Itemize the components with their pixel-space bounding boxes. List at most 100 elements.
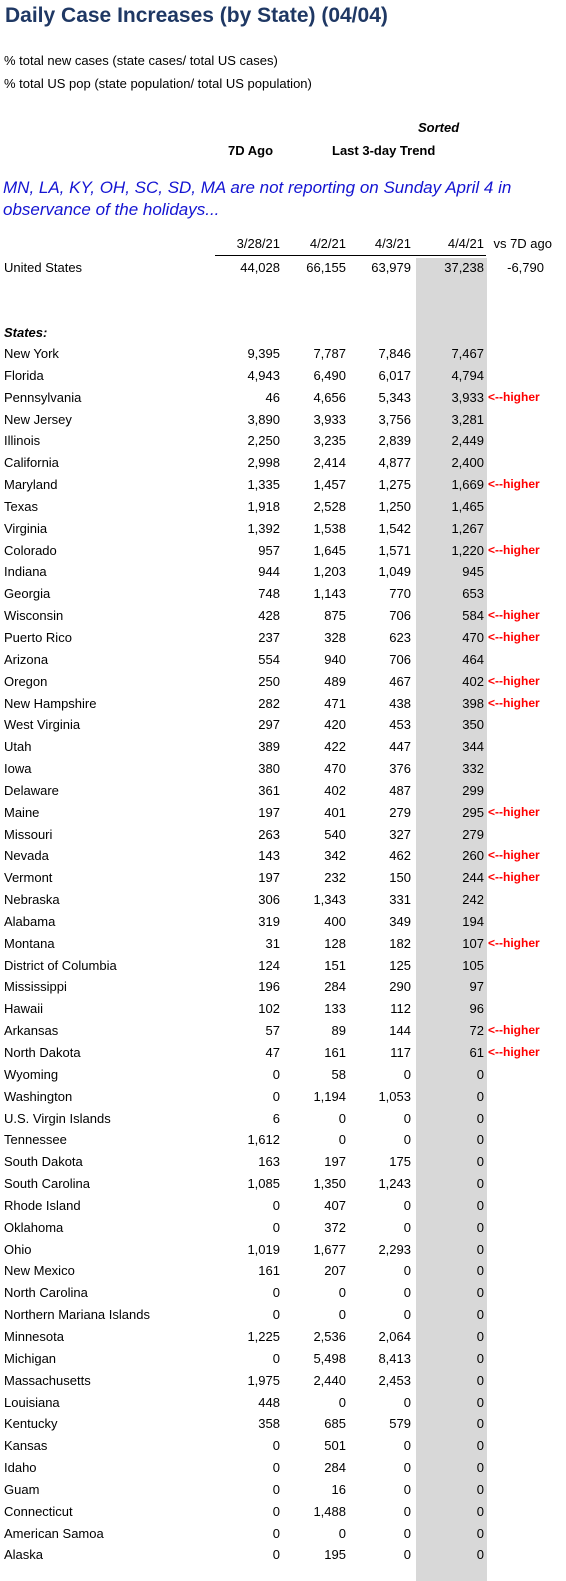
row-name: United States (4, 260, 83, 275)
table-row: Maine 197 401 279 295 <--higher (0, 802, 566, 824)
state-name: Pennsylvania (4, 389, 82, 405)
note-population: % total US pop (state population/ total … (4, 76, 312, 91)
state-name: Missouri (4, 826, 53, 842)
value-4-4: 0 (476, 1307, 484, 1323)
value-4-3: 0 (403, 1503, 411, 1519)
value-4-2: 2,536 (313, 1328, 346, 1344)
value-4-3: 623 (389, 629, 411, 645)
value-4-4: 7,467 (451, 346, 484, 361)
seven-day-ago-header: 7D Ago (228, 143, 274, 158)
value-4-4: 1,465 (451, 498, 484, 514)
value-4-3: 150 (389, 870, 411, 886)
value-3-28: 2,250 (247, 433, 280, 449)
state-name: South Carolina (4, 1176, 90, 1192)
value-3-28: 161 (258, 1263, 280, 1279)
value-4-3: 0 (403, 1110, 411, 1126)
value-4-4: 0 (476, 1263, 484, 1279)
value-4-3: 1,053 (378, 1088, 411, 1104)
value-4-3: 327 (389, 826, 411, 842)
value-4-3: 1,275 (378, 477, 411, 493)
value-4-3: 2,839 (378, 433, 411, 449)
table-row: Delaware 361 402 487 299 (0, 780, 566, 802)
holiday-notice: MN, LA, KY, OH, SC, SD, MA are not repor… (3, 178, 512, 219)
value-4-4: 0 (476, 1460, 484, 1476)
value-4-4: 332 (462, 761, 484, 777)
state-name: New York (4, 346, 59, 361)
table-row: Guam 0 16 0 0 (0, 1479, 566, 1501)
value-3-28: 448 (258, 1394, 280, 1410)
value-4-2: 402 (324, 782, 346, 798)
value-3-28: 250 (258, 673, 280, 689)
value-4-2: 0 (338, 1394, 346, 1410)
value-4-2: 58 (331, 1066, 346, 1082)
table-row: Idaho 0 284 0 0 (0, 1457, 566, 1479)
value-4-4: 0 (476, 1503, 484, 1519)
value-4-3: 1,542 (378, 520, 411, 536)
table-row: Kansas 0 501 0 0 (0, 1435, 566, 1457)
value-4-3: 376 (389, 761, 411, 777)
value-4-2: 0 (338, 1525, 346, 1541)
value-4-4: 0 (476, 1394, 484, 1410)
table-row: Mississippi 196 284 290 97 (0, 976, 566, 998)
value-3-28: 1,085 (247, 1176, 280, 1192)
value-4-4: 3,281 (451, 411, 484, 427)
value-3-28: 143 (258, 848, 280, 864)
value-4-2: 232 (324, 870, 346, 886)
state-name: Virginia (4, 520, 48, 536)
value-4-2: 685 (324, 1416, 346, 1432)
value-4-2: 471 (324, 695, 346, 711)
value-4-3: 279 (389, 804, 411, 820)
state-name: New Jersey (4, 411, 72, 427)
value-4-4: 244 (462, 870, 484, 886)
value-4-4: 0 (476, 1197, 484, 1213)
state-name: Utah (4, 739, 32, 755)
value-4-3: 0 (403, 1525, 411, 1541)
value-4-4: 1,669 (451, 477, 484, 493)
table-row: Northern Mariana Islands 0 0 0 0 (0, 1304, 566, 1326)
value-4-4: 107 (462, 935, 484, 951)
value-4-2: 7,787 (313, 346, 346, 361)
value-4-2: 4,656 (313, 389, 346, 405)
value-4-2: 470 (324, 761, 346, 777)
value-4-4: 2,400 (451, 455, 484, 471)
table-row: Ohio 1,019 1,677 2,293 0 (0, 1239, 566, 1261)
table-row: Indiana 944 1,203 1,049 945 (0, 561, 566, 583)
value-3-28: 102 (258, 1001, 280, 1017)
value-4-3: 2,453 (378, 1372, 411, 1388)
table-row: Iowa 380 470 376 332 (0, 758, 566, 780)
value-3-28: 428 (258, 608, 280, 624)
value-3-28: 0 (272, 1088, 280, 1104)
value-4-3: 0 (403, 1481, 411, 1497)
value-3-28: 389 (258, 739, 280, 755)
value-4-2: 0 (338, 1285, 346, 1301)
value-3-28: 0 (272, 1547, 280, 1563)
trend-header: Last 3-day Trend (332, 143, 436, 158)
value-4-4: 299 (462, 782, 484, 798)
state-name: New Hampshire (4, 695, 97, 711)
table-row: West Virginia 297 420 453 350 (0, 714, 566, 736)
value-4-2: 2,528 (313, 498, 346, 514)
table-row: Illinois 2,250 3,235 2,839 2,449 (0, 430, 566, 452)
state-name: Arizona (4, 651, 49, 667)
value-4-4: 0 (476, 1350, 484, 1366)
state-name: Massachusetts (4, 1372, 91, 1388)
value-3-28: 1,392 (247, 520, 280, 536)
value-4-4: 402 (462, 673, 484, 689)
table-row: Florida 4,943 6,490 6,017 4,794 (0, 365, 566, 387)
higher-flag: <--higher (488, 804, 540, 819)
value-3-28: 358 (258, 1416, 280, 1432)
table-row: Rhode Island 0 407 0 0 (0, 1195, 566, 1217)
value-4-3: 467 (389, 673, 411, 689)
state-name: Rhode Island (4, 1197, 81, 1213)
value-4-4: 0 (476, 1132, 484, 1148)
state-name: Vermont (4, 870, 53, 886)
value-4-2: 401 (324, 804, 346, 820)
value-4-2: 197 (324, 1154, 346, 1170)
value-4-4: 2,449 (451, 433, 484, 449)
value-4-3: 438 (389, 695, 411, 711)
value-4-2: 422 (324, 739, 346, 755)
value-3-28: 306 (258, 892, 280, 908)
table-row: Puerto Rico 237 328 623 470 <--higher (0, 627, 566, 649)
state-name: U.S. Virgin Islands (4, 1110, 111, 1126)
value-4-4: 0 (476, 1176, 484, 1192)
